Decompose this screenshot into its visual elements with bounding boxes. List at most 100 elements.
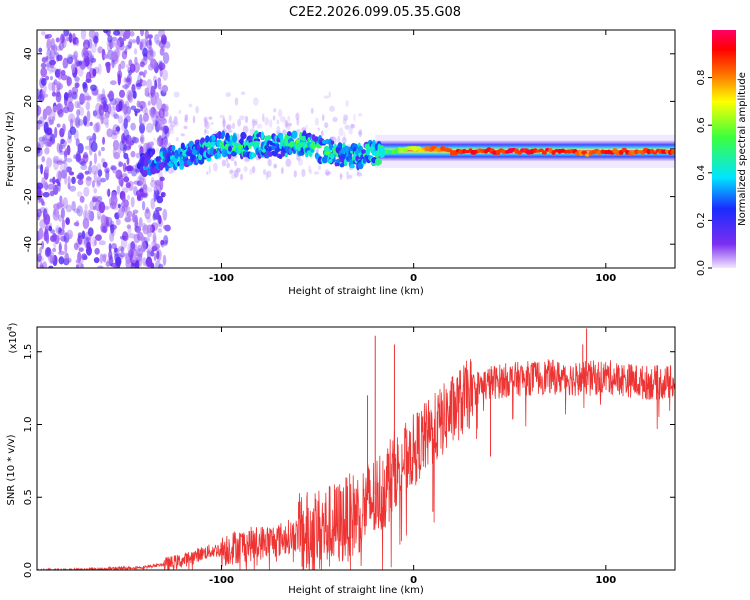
noise-blob bbox=[139, 236, 146, 241]
spectrogram-axes: -100 0 100 -40 -20 0 20 40 bbox=[23, 30, 675, 284]
noise-blob bbox=[86, 241, 91, 252]
noise-blob bbox=[40, 163, 44, 175]
noise-blob bbox=[99, 253, 103, 264]
noise-blob bbox=[74, 82, 80, 89]
noise-blob bbox=[92, 110, 98, 117]
noise-blob bbox=[50, 48, 56, 59]
noise-blob bbox=[178, 109, 182, 115]
noise-blob bbox=[317, 127, 320, 131]
noise-blob bbox=[107, 34, 113, 43]
noise-blob bbox=[64, 173, 68, 185]
noise-blob bbox=[43, 213, 51, 225]
noise-blob bbox=[328, 171, 332, 175]
noise-blob bbox=[37, 140, 44, 149]
noise-blob bbox=[142, 47, 149, 58]
noise-blob bbox=[276, 119, 280, 125]
noise-blob bbox=[146, 224, 153, 233]
noise-blob bbox=[64, 242, 68, 254]
noise-blob bbox=[146, 141, 155, 147]
noise-blob bbox=[138, 217, 143, 228]
noise-blob bbox=[226, 124, 232, 130]
noise-blob bbox=[83, 186, 90, 197]
noise-blob bbox=[109, 98, 117, 106]
noise-blob bbox=[60, 207, 65, 219]
figure-title: C2E2.2026.099.05.35.G08 bbox=[289, 5, 461, 20]
noise-blob bbox=[282, 129, 287, 136]
noise-blob bbox=[138, 176, 144, 185]
noise-blob bbox=[58, 142, 63, 153]
noise-blob bbox=[41, 57, 48, 64]
noise-blob bbox=[57, 68, 63, 80]
noise-blob bbox=[110, 55, 118, 60]
noise-blob bbox=[213, 162, 218, 172]
trace-blob bbox=[329, 152, 335, 160]
noise-blob bbox=[158, 107, 165, 119]
noise-blob bbox=[280, 116, 286, 123]
noise-blob bbox=[56, 45, 62, 52]
snr-ylabel: SNR (10 * v/v) bbox=[6, 434, 17, 505]
noise-blob bbox=[69, 185, 77, 192]
noise-blob bbox=[253, 97, 259, 106]
noise-blob bbox=[123, 117, 128, 130]
noise-blob bbox=[265, 171, 269, 181]
noise-blob bbox=[204, 128, 207, 134]
noise-blob bbox=[134, 48, 138, 55]
noise-blob bbox=[43, 121, 49, 134]
noise-blob bbox=[93, 36, 99, 44]
noise-blob bbox=[90, 141, 98, 153]
trace-blob bbox=[260, 131, 265, 140]
noise-blob bbox=[346, 170, 349, 180]
noise-blob bbox=[43, 83, 47, 94]
noise-blob bbox=[153, 209, 160, 220]
noise-blob bbox=[125, 64, 132, 69]
snr-series-line bbox=[37, 358, 675, 570]
noise-blob bbox=[222, 116, 225, 124]
noise-blob bbox=[141, 191, 149, 199]
noise-blob bbox=[353, 113, 356, 122]
noise-blob bbox=[167, 129, 171, 135]
noise-blob bbox=[126, 89, 133, 102]
noise-blob bbox=[110, 194, 118, 206]
noise-blob bbox=[134, 110, 138, 117]
x-tick-label: 100 bbox=[595, 575, 616, 586]
noise-blob bbox=[249, 168, 253, 176]
noise-blob bbox=[310, 107, 314, 114]
noise-blob bbox=[228, 114, 232, 122]
noise-blob bbox=[125, 44, 132, 50]
noise-blob bbox=[123, 111, 128, 119]
noise-blob bbox=[52, 247, 57, 253]
noise-blob bbox=[128, 233, 136, 239]
noise-blob bbox=[139, 78, 143, 84]
noise-blob bbox=[107, 188, 111, 197]
noise-blob bbox=[51, 91, 57, 97]
noise-blob bbox=[66, 229, 74, 240]
noise-blob bbox=[195, 105, 199, 114]
noise-blob bbox=[56, 181, 61, 187]
noise-blob bbox=[107, 93, 113, 99]
trace-blob bbox=[144, 158, 149, 166]
noise-blob bbox=[88, 164, 92, 175]
noise-blob bbox=[115, 126, 121, 132]
noise-blob bbox=[341, 136, 347, 144]
noise-blob bbox=[295, 112, 300, 121]
noise-blob bbox=[93, 152, 97, 165]
noise-blob bbox=[128, 142, 132, 149]
noise-blob bbox=[305, 124, 308, 131]
noise-blob bbox=[210, 121, 214, 125]
noise-blob bbox=[151, 222, 159, 231]
trace-blob bbox=[268, 146, 273, 152]
noise-blob bbox=[117, 73, 121, 86]
snr-scale-label: (x104) bbox=[6, 322, 19, 353]
x-tick-label: -100 bbox=[209, 273, 234, 284]
noise-blob bbox=[69, 126, 77, 136]
noise-blob bbox=[76, 205, 83, 217]
trace-blob bbox=[372, 139, 376, 148]
noise-blob bbox=[229, 169, 234, 174]
noise-blob bbox=[308, 169, 313, 175]
noise-blob bbox=[89, 121, 93, 126]
noise-blob bbox=[56, 103, 62, 111]
trace-blob bbox=[328, 158, 333, 164]
noise-blob bbox=[329, 105, 335, 112]
noise-blob bbox=[276, 125, 281, 135]
